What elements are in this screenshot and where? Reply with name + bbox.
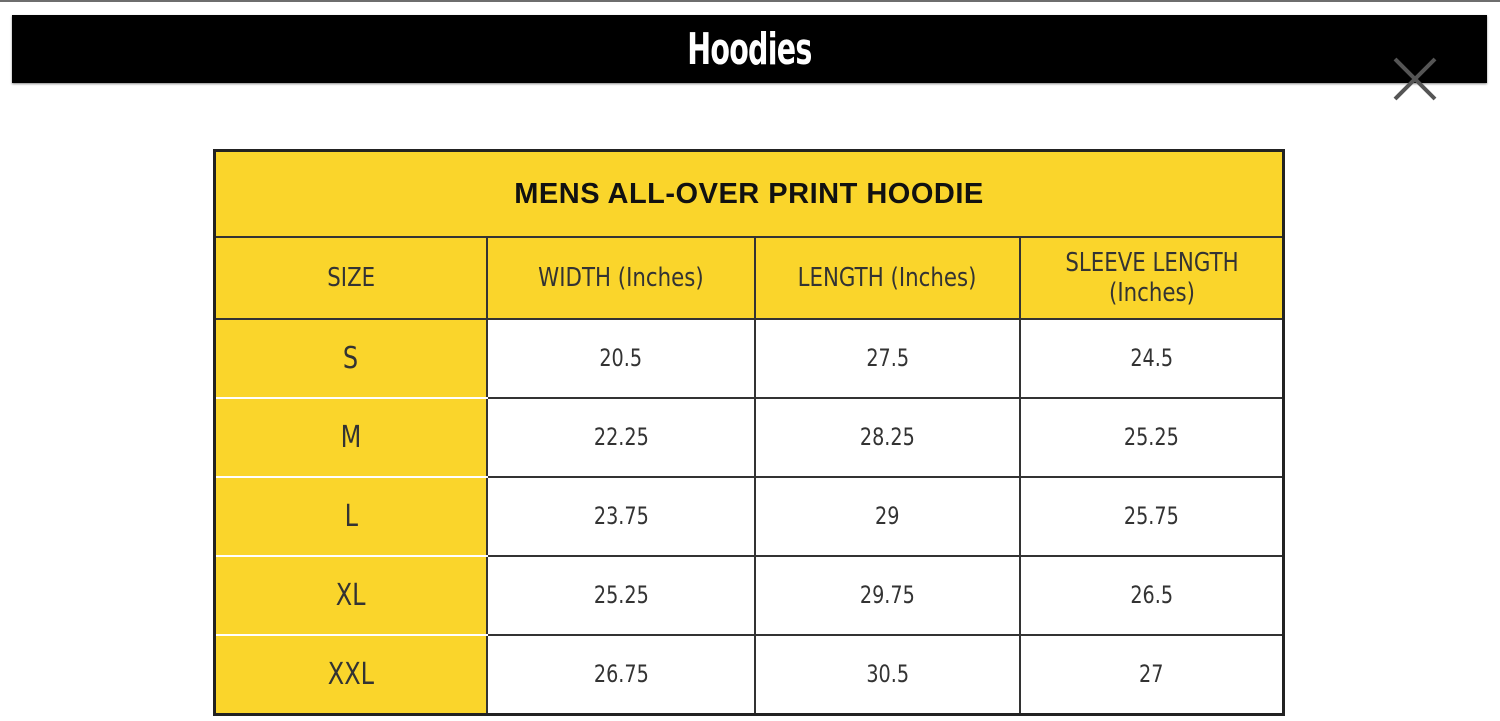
table-title: MENS ALL-OVER PRINT HOODIE (213, 149, 1285, 238)
size-cell: S (213, 318, 488, 399)
length-cell: 30.5 (754, 634, 1021, 715)
sleeve-cell: 27 (1019, 634, 1285, 715)
table-row: L 23.75 29 25.75 (213, 476, 1285, 557)
column-header-length: LENGTH (Inches) (754, 236, 1021, 320)
width-cell: 25.25 (486, 555, 756, 636)
size-cell: XXL (213, 634, 488, 715)
close-button[interactable] (1390, 54, 1440, 104)
close-x-icon (1393, 57, 1437, 101)
column-header-size: SIZE (213, 236, 488, 320)
column-header-sleeve: SLEEVE LENGTH (Inches) (1019, 236, 1285, 320)
width-cell: 20.5 (486, 318, 756, 399)
title-banner: Hoodies (12, 15, 1487, 83)
table-row: XXL 26.75 30.5 27 (213, 634, 1285, 715)
top-divider (0, 0, 1500, 2)
length-cell: 29.75 (754, 555, 1021, 636)
sleeve-cell: 26.5 (1019, 555, 1285, 636)
table-row: M 22.25 28.25 25.25 (213, 397, 1285, 478)
width-cell: 22.25 (486, 397, 756, 478)
width-cell: 26.75 (486, 634, 756, 715)
sleeve-cell: 25.75 (1019, 476, 1285, 557)
table-row: XL 25.25 29.75 26.5 (213, 555, 1285, 636)
size-cell: XL (213, 555, 488, 636)
size-cell: M (213, 397, 488, 478)
table-row: S 20.5 27.5 24.5 (213, 318, 1285, 399)
column-header-width: WIDTH (Inches) (486, 236, 756, 320)
page-title: Hoodies (687, 23, 812, 75)
size-cell: L (213, 476, 488, 557)
length-cell: 27.5 (754, 318, 1021, 399)
length-cell: 28.25 (754, 397, 1021, 478)
width-cell: 23.75 (486, 476, 756, 557)
size-chart-table: MENS ALL-OVER PRINT HOODIE SIZE WIDTH (I… (213, 149, 1285, 716)
sleeve-cell: 24.5 (1019, 318, 1285, 399)
length-cell: 29 (754, 476, 1021, 557)
sleeve-cell: 25.25 (1019, 397, 1285, 478)
